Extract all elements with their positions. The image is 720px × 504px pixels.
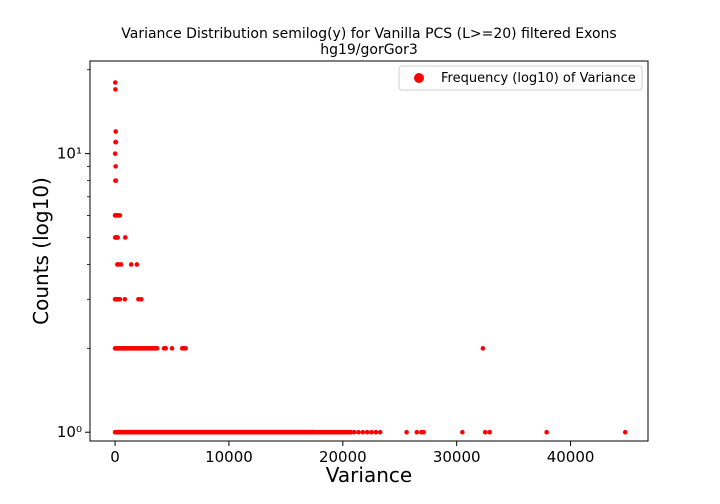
data-point [134,262,140,267]
legend-marker [414,73,424,83]
data-point [113,139,119,145]
data-point [404,429,409,435]
y-axis-label: Counts (log10) [29,177,53,325]
y-tick-label: 10¹ [57,145,82,163]
data-point [373,429,379,435]
x-tick-label: 10000 [205,448,253,466]
data-point [154,346,160,351]
data-point [123,235,128,240]
data-point [163,346,169,351]
x-tick-label: 40000 [547,448,595,466]
data-point [112,80,118,85]
data-point [117,213,123,218]
data-point [113,129,119,134]
data-point [460,429,465,435]
data-point [369,429,374,435]
data-point [118,262,124,267]
data-point [480,346,486,351]
legend-box [398,65,643,91]
data-point [112,151,118,156]
data-points [112,80,628,435]
data-point [421,429,426,435]
y-axis: 10⁰ 10¹ [57,69,90,441]
data-point [138,296,144,302]
data-point [115,235,120,240]
data-point [169,346,175,351]
data-point [622,429,628,435]
data-point [360,429,366,435]
x-tick-label: 0 [110,448,120,466]
data-point [414,429,420,435]
x-axis: 0 10000 20000 30000 40000 [110,441,594,466]
legend-label: Frequency (log10) of Variance [441,71,636,86]
data-point [356,429,361,435]
data-point [117,296,123,302]
data-point [348,429,354,435]
data-point [122,296,128,302]
data-point [351,429,357,435]
chart-title: Variance Distribution semilog(y) for Van… [121,26,616,42]
chart-subtitle: hg19/gorGor3 [320,42,418,58]
data-point [487,429,493,435]
legend: Frequency (log10) of Variance [398,65,643,91]
y-tick-label: 10⁰ [57,423,82,441]
data-point [128,262,134,267]
plot-area [89,60,649,442]
data-point [183,346,188,351]
data-point [113,164,118,169]
x-tick-label: 30000 [433,448,481,466]
x-tick-label: 20000 [319,448,367,466]
data-point [364,429,370,435]
data-point [377,429,383,435]
data-point [544,429,549,435]
x-axis-label: Variance [326,463,412,487]
data-point [113,178,119,183]
data-point [482,429,488,435]
data-point [113,87,118,92]
